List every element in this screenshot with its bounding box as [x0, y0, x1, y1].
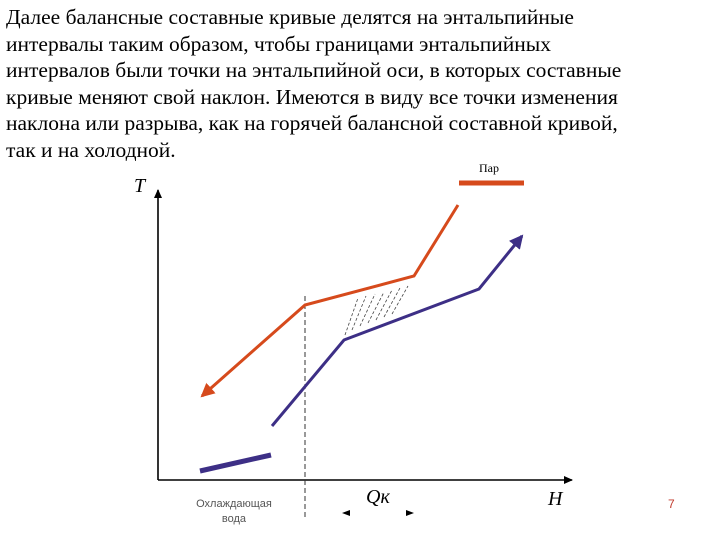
qk-label: Qк [366, 486, 390, 508]
cooling-water-segment [199, 452, 272, 474]
hot-composite-curve [200, 204, 460, 398]
hatched-region [344, 285, 409, 336]
cooling-water-label-line1: Охлаждающая [196, 498, 272, 510]
slide-body-text: Далее балансные составные кривые делятся… [6, 5, 622, 162]
page-number: 7 [668, 497, 675, 511]
qk-arrows [342, 510, 414, 516]
axis-x-label: H [547, 488, 564, 510]
axis-y-label: T [134, 175, 147, 197]
steam-label: Пар [479, 161, 499, 175]
cold-composite-curve [270, 234, 524, 427]
cooling-water-label-line2: вода [222, 513, 247, 525]
